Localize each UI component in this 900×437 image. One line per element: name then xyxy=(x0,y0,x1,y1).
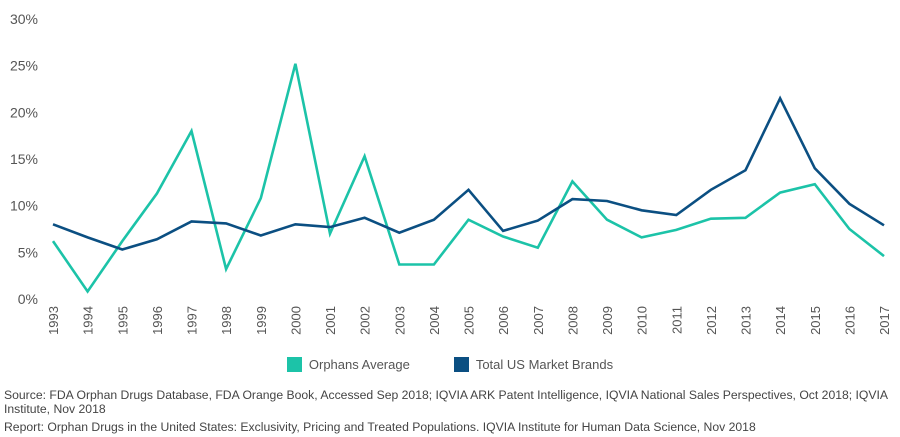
legend-label-total-us-market-brands: Total US Market Brands xyxy=(475,357,614,372)
source-note: Source: FDA Orphan Drugs Database, FDA O… xyxy=(4,388,888,416)
y-axis: 0% 5% 10% 15% 20% 25% 30% xyxy=(10,11,38,307)
legend-label-orphans-average: Orphans Average xyxy=(308,357,410,372)
legend-item-total-us-market-brands: Total US Market Brands xyxy=(453,357,614,372)
x-tick-label: 2000 xyxy=(288,306,303,335)
x-tick-label: 2002 xyxy=(358,306,373,335)
x-tick-label: 2005 xyxy=(462,306,477,335)
legend-swatch-total-us-market-brands xyxy=(453,357,469,372)
y-tick-label: 20% xyxy=(10,104,38,120)
x-tick-label: 1995 xyxy=(115,306,130,335)
y-tick-label: 15% xyxy=(10,151,38,167)
plot-area xyxy=(51,63,885,294)
x-tick-label: 2014 xyxy=(773,306,788,335)
x-tick-label: 2009 xyxy=(600,306,615,335)
x-tick-label: 2011 xyxy=(669,306,684,334)
legend-item-orphans-average: Orphans Average xyxy=(286,357,410,372)
x-tick-label: 2010 xyxy=(635,306,650,335)
x-tick-label: 1994 xyxy=(81,306,96,335)
x-tick-label: 2012 xyxy=(704,306,719,335)
x-tick-label: 2013 xyxy=(739,306,754,335)
y-tick-label: 0% xyxy=(18,291,38,307)
y-tick-label: 10% xyxy=(10,198,38,214)
x-tick-label: 2003 xyxy=(392,306,407,335)
x-tick-label: 2006 xyxy=(496,306,511,335)
series-line-orphans-average xyxy=(51,63,885,294)
x-tick-label: 2007 xyxy=(531,306,546,335)
x-tick-label: 2015 xyxy=(808,306,823,335)
legend: Orphans Average Total US Market Brands xyxy=(0,357,900,372)
x-axis: 1993 1994 1995 1996 1997 1998 1999 2000 2001 2002… xyxy=(46,306,892,335)
legend-swatch-orphans-average xyxy=(286,357,302,372)
x-tick-label: 2004 xyxy=(427,306,442,335)
series-line-total-us-market-brands xyxy=(52,95,885,251)
footer: Source: FDA Orphan Drugs Database, FDA O… xyxy=(4,388,899,435)
x-tick-label: 1998 xyxy=(219,306,234,335)
y-tick-label: 30% xyxy=(10,11,38,27)
x-tick-label: 1997 xyxy=(185,306,200,335)
report-note: Report: Orphan Drugs in the United State… xyxy=(4,420,756,434)
y-tick-label: 25% xyxy=(10,58,38,74)
x-tick-label: 1996 xyxy=(150,306,165,335)
x-tick-label: 1999 xyxy=(254,306,269,335)
x-tick-label: 2017 xyxy=(877,306,892,335)
x-tick-label: 1993 xyxy=(46,306,61,335)
line-chart: 0% 5% 10% 15% 20% 25% 30% 1993 1994 1995 1996 1997… xyxy=(10,11,892,335)
x-tick-label: 2001 xyxy=(323,306,338,335)
y-tick-label: 5% xyxy=(18,244,38,260)
x-tick-label: 2016 xyxy=(842,306,857,335)
x-tick-label: 2008 xyxy=(565,306,580,335)
